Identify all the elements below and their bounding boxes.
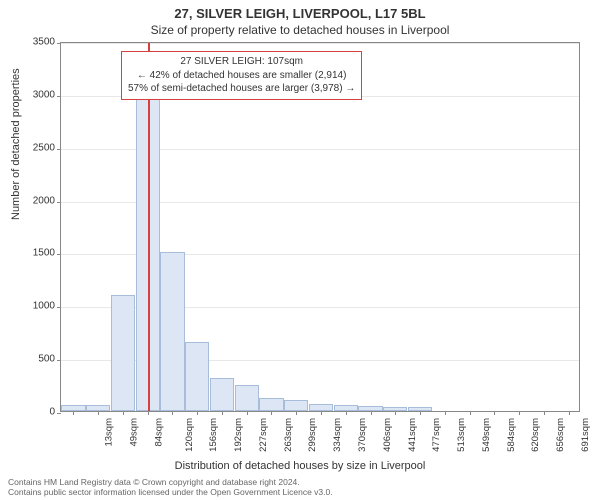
x-axis-label: Distribution of detached houses by size … xyxy=(0,460,600,472)
annotation-line: ← 42% of detached houses are smaller (2,… xyxy=(128,69,355,83)
x-tick-mark xyxy=(247,411,248,415)
x-tick-label: 620sqm xyxy=(530,418,541,452)
histogram-bar xyxy=(210,378,234,411)
x-tick-label: 477sqm xyxy=(431,418,442,452)
histogram-bar xyxy=(86,405,110,411)
y-tick-label: 1000 xyxy=(33,301,55,312)
x-tick-label: 120sqm xyxy=(183,418,194,452)
y-tick-mark xyxy=(57,254,61,255)
x-tick-label: 192sqm xyxy=(233,418,244,452)
x-tick-mark xyxy=(395,411,396,415)
histogram-bar xyxy=(284,400,308,411)
x-tick-label: 49sqm xyxy=(129,418,140,447)
chart-title-sub: Size of property relative to detached ho… xyxy=(0,21,600,37)
x-tick-label: 584sqm xyxy=(505,418,516,452)
y-tick-mark xyxy=(57,307,61,308)
histogram-bar xyxy=(185,342,209,411)
x-tick-mark xyxy=(296,411,297,415)
x-tick-mark xyxy=(321,411,322,415)
x-tick-label: 263sqm xyxy=(283,418,294,452)
y-tick-mark xyxy=(57,96,61,97)
y-tick-label: 500 xyxy=(38,354,55,365)
chart-title-main: 27, SILVER LEIGH, LIVERPOOL, L17 5BL xyxy=(0,0,600,21)
annotation-line: 27 SILVER LEIGH: 107sqm xyxy=(128,55,355,69)
x-tick-label: 84sqm xyxy=(153,418,164,447)
x-tick-label: 156sqm xyxy=(208,418,219,452)
x-tick-mark xyxy=(346,411,347,415)
histogram-bar xyxy=(160,252,184,411)
x-tick-mark xyxy=(123,411,124,415)
x-tick-mark xyxy=(371,411,372,415)
y-tick-mark xyxy=(57,360,61,361)
annotation-box: 27 SILVER LEIGH: 107sqm← 42% of detached… xyxy=(121,51,362,100)
x-tick-label: 406sqm xyxy=(382,418,393,452)
gridline xyxy=(61,43,579,44)
x-tick-mark xyxy=(172,411,173,415)
y-tick-label: 0 xyxy=(49,407,55,418)
annotation-line: 57% of semi-detached houses are larger (… xyxy=(128,82,355,96)
y-tick-mark xyxy=(57,413,61,414)
x-tick-mark xyxy=(494,411,495,415)
x-tick-label: 227sqm xyxy=(258,418,269,452)
y-tick-label: 3500 xyxy=(33,37,55,48)
x-tick-mark xyxy=(420,411,421,415)
x-tick-mark xyxy=(519,411,520,415)
x-tick-mark xyxy=(271,411,272,415)
x-tick-mark xyxy=(222,411,223,415)
x-tick-mark xyxy=(148,411,149,415)
footer-attribution: Contains HM Land Registry data © Crown c… xyxy=(8,477,333,498)
x-tick-mark xyxy=(470,411,471,415)
x-tick-label: 656sqm xyxy=(555,418,566,452)
histogram-bar xyxy=(408,407,432,411)
x-tick-label: 334sqm xyxy=(332,418,343,452)
y-axis-label: Number of detached properties xyxy=(10,68,22,220)
histogram-bar xyxy=(235,385,259,411)
histogram-bar xyxy=(358,406,382,411)
histogram-bar xyxy=(259,398,283,411)
y-tick-mark xyxy=(57,43,61,44)
x-tick-label: 370sqm xyxy=(357,418,368,452)
y-tick-mark xyxy=(57,202,61,203)
y-tick-label: 2000 xyxy=(33,195,55,206)
histogram-bar xyxy=(309,404,333,411)
x-tick-mark xyxy=(569,411,570,415)
chart-plot-area: 27 SILVER LEIGH: 107sqm← 42% of detached… xyxy=(60,42,580,412)
y-tick-label: 2500 xyxy=(33,142,55,153)
x-tick-mark xyxy=(73,411,74,415)
y-tick-mark xyxy=(57,149,61,150)
histogram-bar xyxy=(111,295,135,411)
x-tick-label: 13sqm xyxy=(104,418,115,447)
x-tick-label: 299sqm xyxy=(307,418,318,452)
x-tick-mark xyxy=(98,411,99,415)
y-tick-label: 1500 xyxy=(33,248,55,259)
x-tick-mark xyxy=(197,411,198,415)
histogram-bar xyxy=(61,405,85,411)
y-tick-label: 3000 xyxy=(33,89,55,100)
footer-line-2: Contains public sector information licen… xyxy=(8,487,333,498)
x-tick-mark xyxy=(544,411,545,415)
x-tick-label: 691sqm xyxy=(580,418,591,452)
x-tick-label: 549sqm xyxy=(481,418,492,452)
histogram-bar xyxy=(334,405,358,411)
histogram-bar xyxy=(383,407,407,411)
x-tick-mark xyxy=(445,411,446,415)
x-tick-label: 441sqm xyxy=(406,418,417,452)
x-tick-label: 513sqm xyxy=(456,418,467,452)
footer-line-1: Contains HM Land Registry data © Crown c… xyxy=(8,477,333,488)
